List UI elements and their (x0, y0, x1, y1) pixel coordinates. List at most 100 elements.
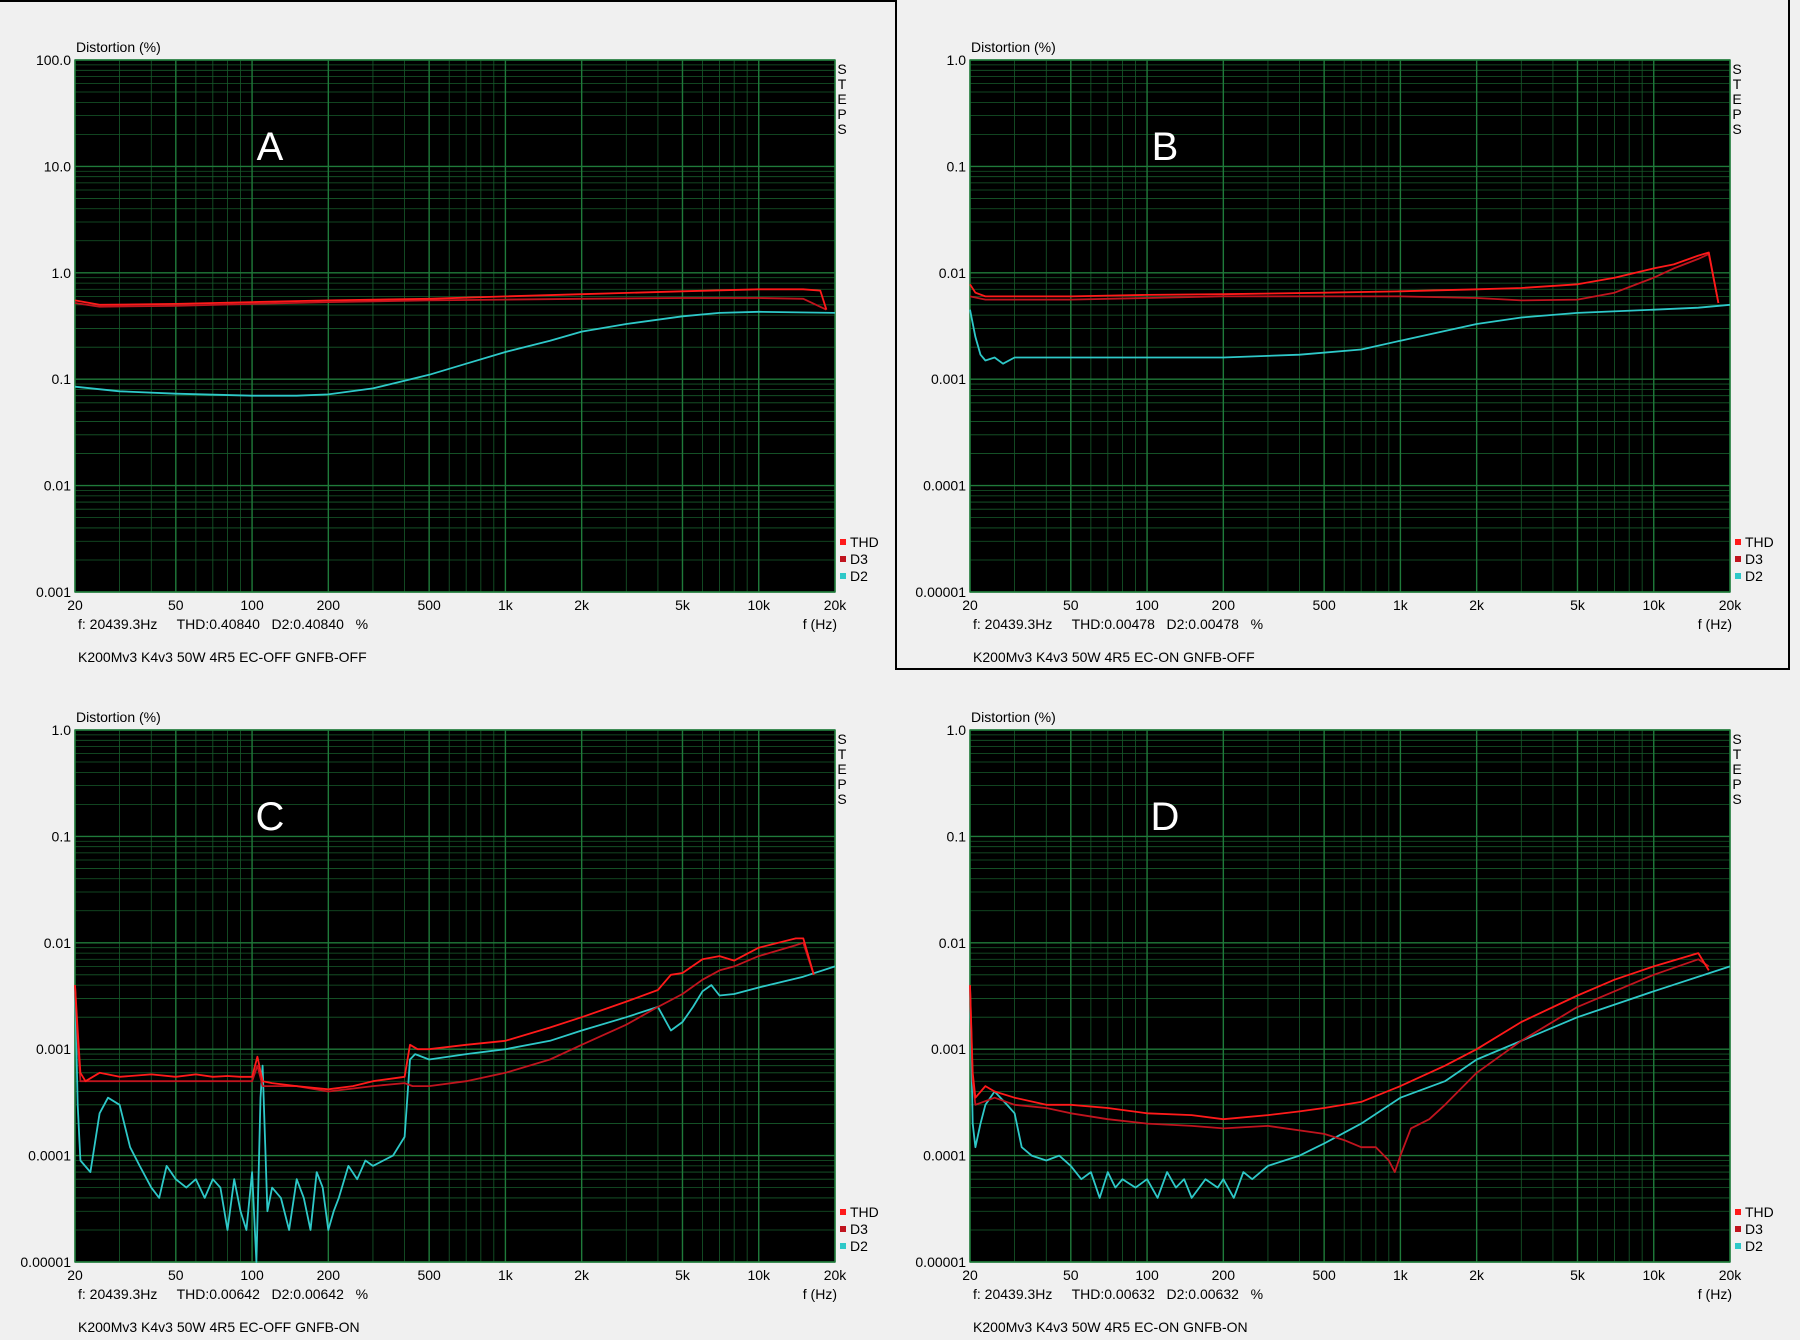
y-tick-label: 1.0 (52, 265, 72, 281)
chart-caption: K200Mv3 K4v3 50W 4R5 EC-OFF GNFB-ON (78, 1319, 360, 1335)
series-line-d2 (969, 303, 1731, 365)
series-line-d2 (74, 965, 836, 1263)
legend-label-d3: D3 (850, 1221, 868, 1237)
legend-label-d3: D3 (850, 551, 868, 567)
y-tick-label: 1.0 (947, 722, 967, 738)
x-tick-label: 5k (675, 1267, 691, 1283)
legend-swatch-d3 (1735, 1226, 1741, 1232)
x-tick-label: 2k (1469, 597, 1485, 613)
legend-label-d2: D2 (1745, 1238, 1763, 1254)
x-tick-label: 100 (240, 1267, 264, 1283)
x-tick-label: 200 (1212, 597, 1236, 613)
steps-letter: P (837, 776, 846, 792)
x-tick-label: 5k (1570, 1267, 1586, 1283)
y-tick-label: 0.01 (44, 478, 71, 494)
x-tick-label: 500 (1312, 597, 1336, 613)
legend-label-thd: THD (1745, 1204, 1774, 1220)
legend-label-thd: THD (1745, 534, 1774, 550)
y-axis-label: Distortion (%) (971, 709, 1056, 725)
steps-letter: S (837, 61, 846, 77)
y-tick-label: 0.001 (36, 584, 71, 600)
y-tick-label: 0.001 (36, 1041, 71, 1057)
x-axis-label: f (Hz) (1698, 616, 1732, 632)
x-axis-label: f (Hz) (1698, 1286, 1732, 1302)
steps-letter: E (1732, 761, 1741, 777)
x-tick-label: 20k (1719, 1267, 1743, 1283)
y-tick-label: 0.0001 (923, 478, 966, 494)
legend-label-d2: D2 (850, 568, 868, 584)
y-axis-label: Distortion (%) (76, 39, 161, 55)
x-tick-label: 20 (67, 1267, 83, 1283)
x-tick-label: 1k (498, 1267, 514, 1283)
cursor-readout: f: 20439.3Hz THD:0.00478 D2:0.00478 % (973, 616, 1263, 632)
chart-panel-c: 0.00001 0.0001 0.001 0.01 0.1 1.0 20 50 100 200 50… (0, 670, 900, 1340)
steps-letter: E (837, 91, 846, 107)
steps-letter: E (1732, 91, 1741, 107)
x-axis-label: f (Hz) (803, 616, 837, 632)
y-tick-label: 0.1 (947, 158, 967, 174)
x-tick-label: 20k (1719, 597, 1743, 613)
legend-swatch-thd (1735, 1209, 1741, 1215)
y-tick-label: 0.01 (44, 935, 71, 951)
legend-swatch-thd (840, 539, 846, 545)
x-axis-label: f (Hz) (803, 1286, 837, 1302)
y-tick-label: 0.001 (931, 371, 966, 387)
x-tick-label: 2k (1469, 1267, 1485, 1283)
y-tick-label: 0.01 (939, 935, 966, 951)
steps-letter: T (838, 76, 847, 92)
y-tick-label: 0.00001 (915, 1254, 966, 1270)
x-tick-label: 1k (498, 597, 514, 613)
legend-label-thd: THD (850, 534, 879, 550)
x-tick-label: 50 (168, 1267, 184, 1283)
x-tick-label: 50 (1063, 1267, 1079, 1283)
x-tick-label: 5k (675, 597, 691, 613)
chart-svg-d: 0.00001 0.0001 0.001 0.01 0.1 1.0 20 50 100 200 50… (915, 709, 1774, 1335)
x-tick-label: 100 (240, 597, 264, 613)
legend-swatch-thd (1735, 539, 1741, 545)
series-line-d3 (969, 958, 1710, 1174)
series-line-d3 (74, 297, 827, 311)
y-tick-label: 100.0 (36, 52, 71, 68)
x-tick-label: 1k (1393, 1267, 1409, 1283)
chart-caption: K200Mv3 K4v3 50W 4R5 EC-ON GNFB-ON (973, 1319, 1248, 1335)
y-axis-label: Distortion (%) (971, 39, 1056, 55)
plot-frame (74, 59, 836, 593)
legend-swatch-thd (840, 1209, 846, 1215)
x-tick-label: 50 (168, 597, 184, 613)
x-tick-label: 10k (1642, 1267, 1666, 1283)
x-tick-label: 1k (1393, 597, 1409, 613)
steps-letter: T (838, 746, 847, 762)
x-tick-label: 200 (317, 597, 341, 613)
y-tick-label: 0.001 (931, 1041, 966, 1057)
plot-frame (969, 59, 1731, 593)
steps-letter: S (837, 121, 846, 137)
x-tick-label: 200 (1212, 1267, 1236, 1283)
legend-label-d2: D2 (850, 1238, 868, 1254)
x-tick-label: 100 (1135, 1267, 1159, 1283)
panel-border-bottom-right (895, 668, 1790, 670)
x-tick-label: 20 (67, 597, 83, 613)
x-tick-label: 500 (417, 1267, 441, 1283)
x-tick-label: 200 (317, 1267, 341, 1283)
cursor-readout: f: 20439.3Hz THD:0.00632 D2:0.00632 % (973, 1286, 1263, 1302)
legend-swatch-d3 (840, 1226, 846, 1232)
x-tick-label: 10k (1642, 597, 1666, 613)
steps-letter: P (1732, 776, 1741, 792)
steps-letter: S (837, 731, 846, 747)
steps-letter: T (1733, 746, 1742, 762)
steps-letter: P (1732, 106, 1741, 122)
legend-label-thd: THD (850, 1204, 879, 1220)
steps-letter: T (1733, 76, 1742, 92)
legend-swatch-d2 (1735, 573, 1741, 579)
chart-panel-d: 0.00001 0.0001 0.001 0.01 0.1 1.0 20 50 100 200 50… (895, 670, 1795, 1340)
chart-svg-b: 0.00001 0.0001 0.001 0.01 0.1 1.0 20 50 100 200 50… (915, 39, 1774, 665)
steps-letter: S (837, 791, 846, 807)
series-line-thd (969, 251, 1720, 304)
panel-letter: D (1151, 795, 1180, 839)
x-tick-label: 500 (1312, 1267, 1336, 1283)
series-line-thd (969, 952, 1710, 1121)
